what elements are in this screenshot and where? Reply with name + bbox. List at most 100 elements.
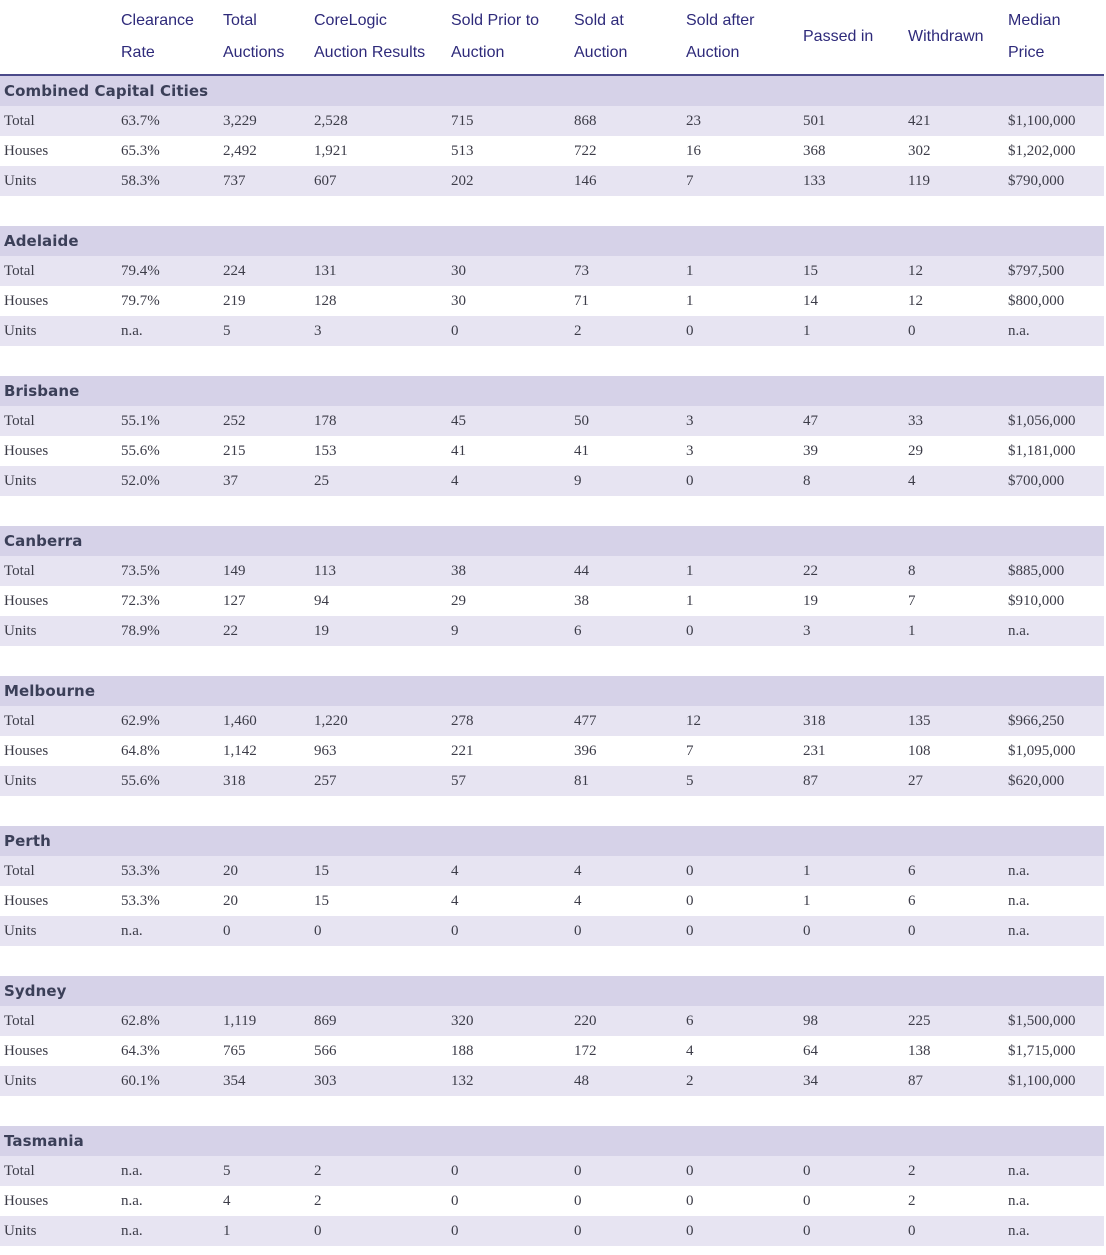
sold-after: 6 <box>682 1006 799 1036</box>
median-price: $1,100,000 <box>1004 106 1104 136</box>
corelogic-results: 128 <box>310 286 447 316</box>
header-line: Median <box>1008 12 1061 29</box>
table-row: Units 78.9% 22 19 9 6 0 3 1 n.a. <box>0 616 1104 646</box>
passed-in: 133 <box>799 166 904 196</box>
clearance-rate: 62.8% <box>117 1006 219 1036</box>
median-price: $797,500 <box>1004 256 1104 286</box>
sold-at-auction: 220 <box>570 1006 682 1036</box>
passed-in: 1 <box>799 856 904 886</box>
row-type: Total <box>0 1006 117 1036</box>
sold-after: 1 <box>682 556 799 586</box>
row-type: Houses <box>0 886 117 916</box>
withdrawn: 7 <box>904 586 1004 616</box>
median-price: n.a. <box>1004 1186 1104 1216</box>
sold-at-auction: 0 <box>570 1186 682 1216</box>
clearance-rate: n.a. <box>117 316 219 346</box>
header-line: Auctions <box>223 44 285 61</box>
spacer-row <box>0 796 1104 826</box>
sold-prior-header: Sold Prior to Auction <box>447 0 570 76</box>
sold-prior: 188 <box>447 1036 570 1066</box>
total-auctions: 224 <box>219 256 310 286</box>
median-price: n.a. <box>1004 856 1104 886</box>
table-row: Total 55.1% 252 178 45 50 3 47 33 $1,056,000 <box>0 406 1104 436</box>
total-auctions: 5 <box>219 1156 310 1186</box>
passed-in-header: Passed in <box>799 0 904 76</box>
clearance-rate: n.a. <box>117 1156 219 1186</box>
sold-at-auction: 50 <box>570 406 682 436</box>
sold-after-header: Sold after Auction <box>682 0 799 76</box>
sold-at-auction: 0 <box>570 916 682 946</box>
row-type: Units <box>0 466 117 496</box>
passed-in: 19 <box>799 586 904 616</box>
passed-in: 0 <box>799 916 904 946</box>
corelogic-results: 19 <box>310 616 447 646</box>
spacer-cell <box>0 496 1104 526</box>
region-name: Sydney <box>0 976 1104 1006</box>
withdrawn: 2 <box>904 1156 1004 1186</box>
spacer-cell <box>0 196 1104 226</box>
header-line: Rate <box>121 44 155 61</box>
withdrawn: 421 <box>904 106 1004 136</box>
median-price: $910,000 <box>1004 586 1104 616</box>
region-header-row: Adelaide <box>0 226 1104 256</box>
row-type: Houses <box>0 136 117 166</box>
withdrawn: 4 <box>904 466 1004 496</box>
passed-in: 64 <box>799 1036 904 1066</box>
header-line: Passed in <box>803 28 874 45</box>
clearance-rate: 64.3% <box>117 1036 219 1066</box>
total-auctions: 4 <box>219 1186 310 1216</box>
passed-in: 0 <box>799 1216 904 1246</box>
median-price: $1,181,000 <box>1004 436 1104 466</box>
header-line: Auction <box>686 44 740 61</box>
corelogic-results: 153 <box>310 436 447 466</box>
passed-in: 14 <box>799 286 904 316</box>
region-name: Melbourne <box>0 676 1104 706</box>
sold-prior: 0 <box>447 1156 570 1186</box>
sold-prior: 30 <box>447 286 570 316</box>
sold-prior: 278 <box>447 706 570 736</box>
clearance-rate-header: Clearance Rate <box>117 0 219 76</box>
sold-at-auction: 41 <box>570 436 682 466</box>
median-price: $1,500,000 <box>1004 1006 1104 1036</box>
sold-after: 0 <box>682 316 799 346</box>
row-type: Units <box>0 166 117 196</box>
sold-at-auction: 38 <box>570 586 682 616</box>
row-type: Units <box>0 766 117 796</box>
passed-in: 501 <box>799 106 904 136</box>
corelogic-results: 2 <box>310 1156 447 1186</box>
passed-in: 87 <box>799 766 904 796</box>
sold-at-auction: 868 <box>570 106 682 136</box>
sold-prior: 4 <box>447 466 570 496</box>
withdrawn: 0 <box>904 1216 1004 1246</box>
sold-after: 3 <box>682 406 799 436</box>
sold-after: 0 <box>682 616 799 646</box>
sold-prior: 320 <box>447 1006 570 1036</box>
clearance-rate: 60.1% <box>117 1066 219 1096</box>
sold-prior: 132 <box>447 1066 570 1096</box>
total-auctions: 127 <box>219 586 310 616</box>
row-type: Total <box>0 556 117 586</box>
table-row: Units n.a. 0 0 0 0 0 0 0 n.a. <box>0 916 1104 946</box>
sold-prior: 0 <box>447 916 570 946</box>
corelogic-results: 15 <box>310 886 447 916</box>
spacer-row <box>0 1096 1104 1126</box>
sold-prior: 30 <box>447 256 570 286</box>
corelogic-results: 1,921 <box>310 136 447 166</box>
clearance-rate: 79.7% <box>117 286 219 316</box>
sold-at-auction: 722 <box>570 136 682 166</box>
header-line: Sold after <box>686 12 755 29</box>
passed-in: 3 <box>799 616 904 646</box>
sold-at-auction: 477 <box>570 706 682 736</box>
table-row: Houses n.a. 4 2 0 0 0 0 2 n.a. <box>0 1186 1104 1216</box>
sold-prior: 202 <box>447 166 570 196</box>
passed-in: 318 <box>799 706 904 736</box>
total-auctions: 149 <box>219 556 310 586</box>
region-header-row: Canberra <box>0 526 1104 556</box>
table-row: Units n.a. 1 0 0 0 0 0 0 n.a. <box>0 1216 1104 1246</box>
region-header-row: Brisbane <box>0 376 1104 406</box>
withdrawn: 12 <box>904 286 1004 316</box>
spacer-row <box>0 496 1104 526</box>
passed-in: 368 <box>799 136 904 166</box>
